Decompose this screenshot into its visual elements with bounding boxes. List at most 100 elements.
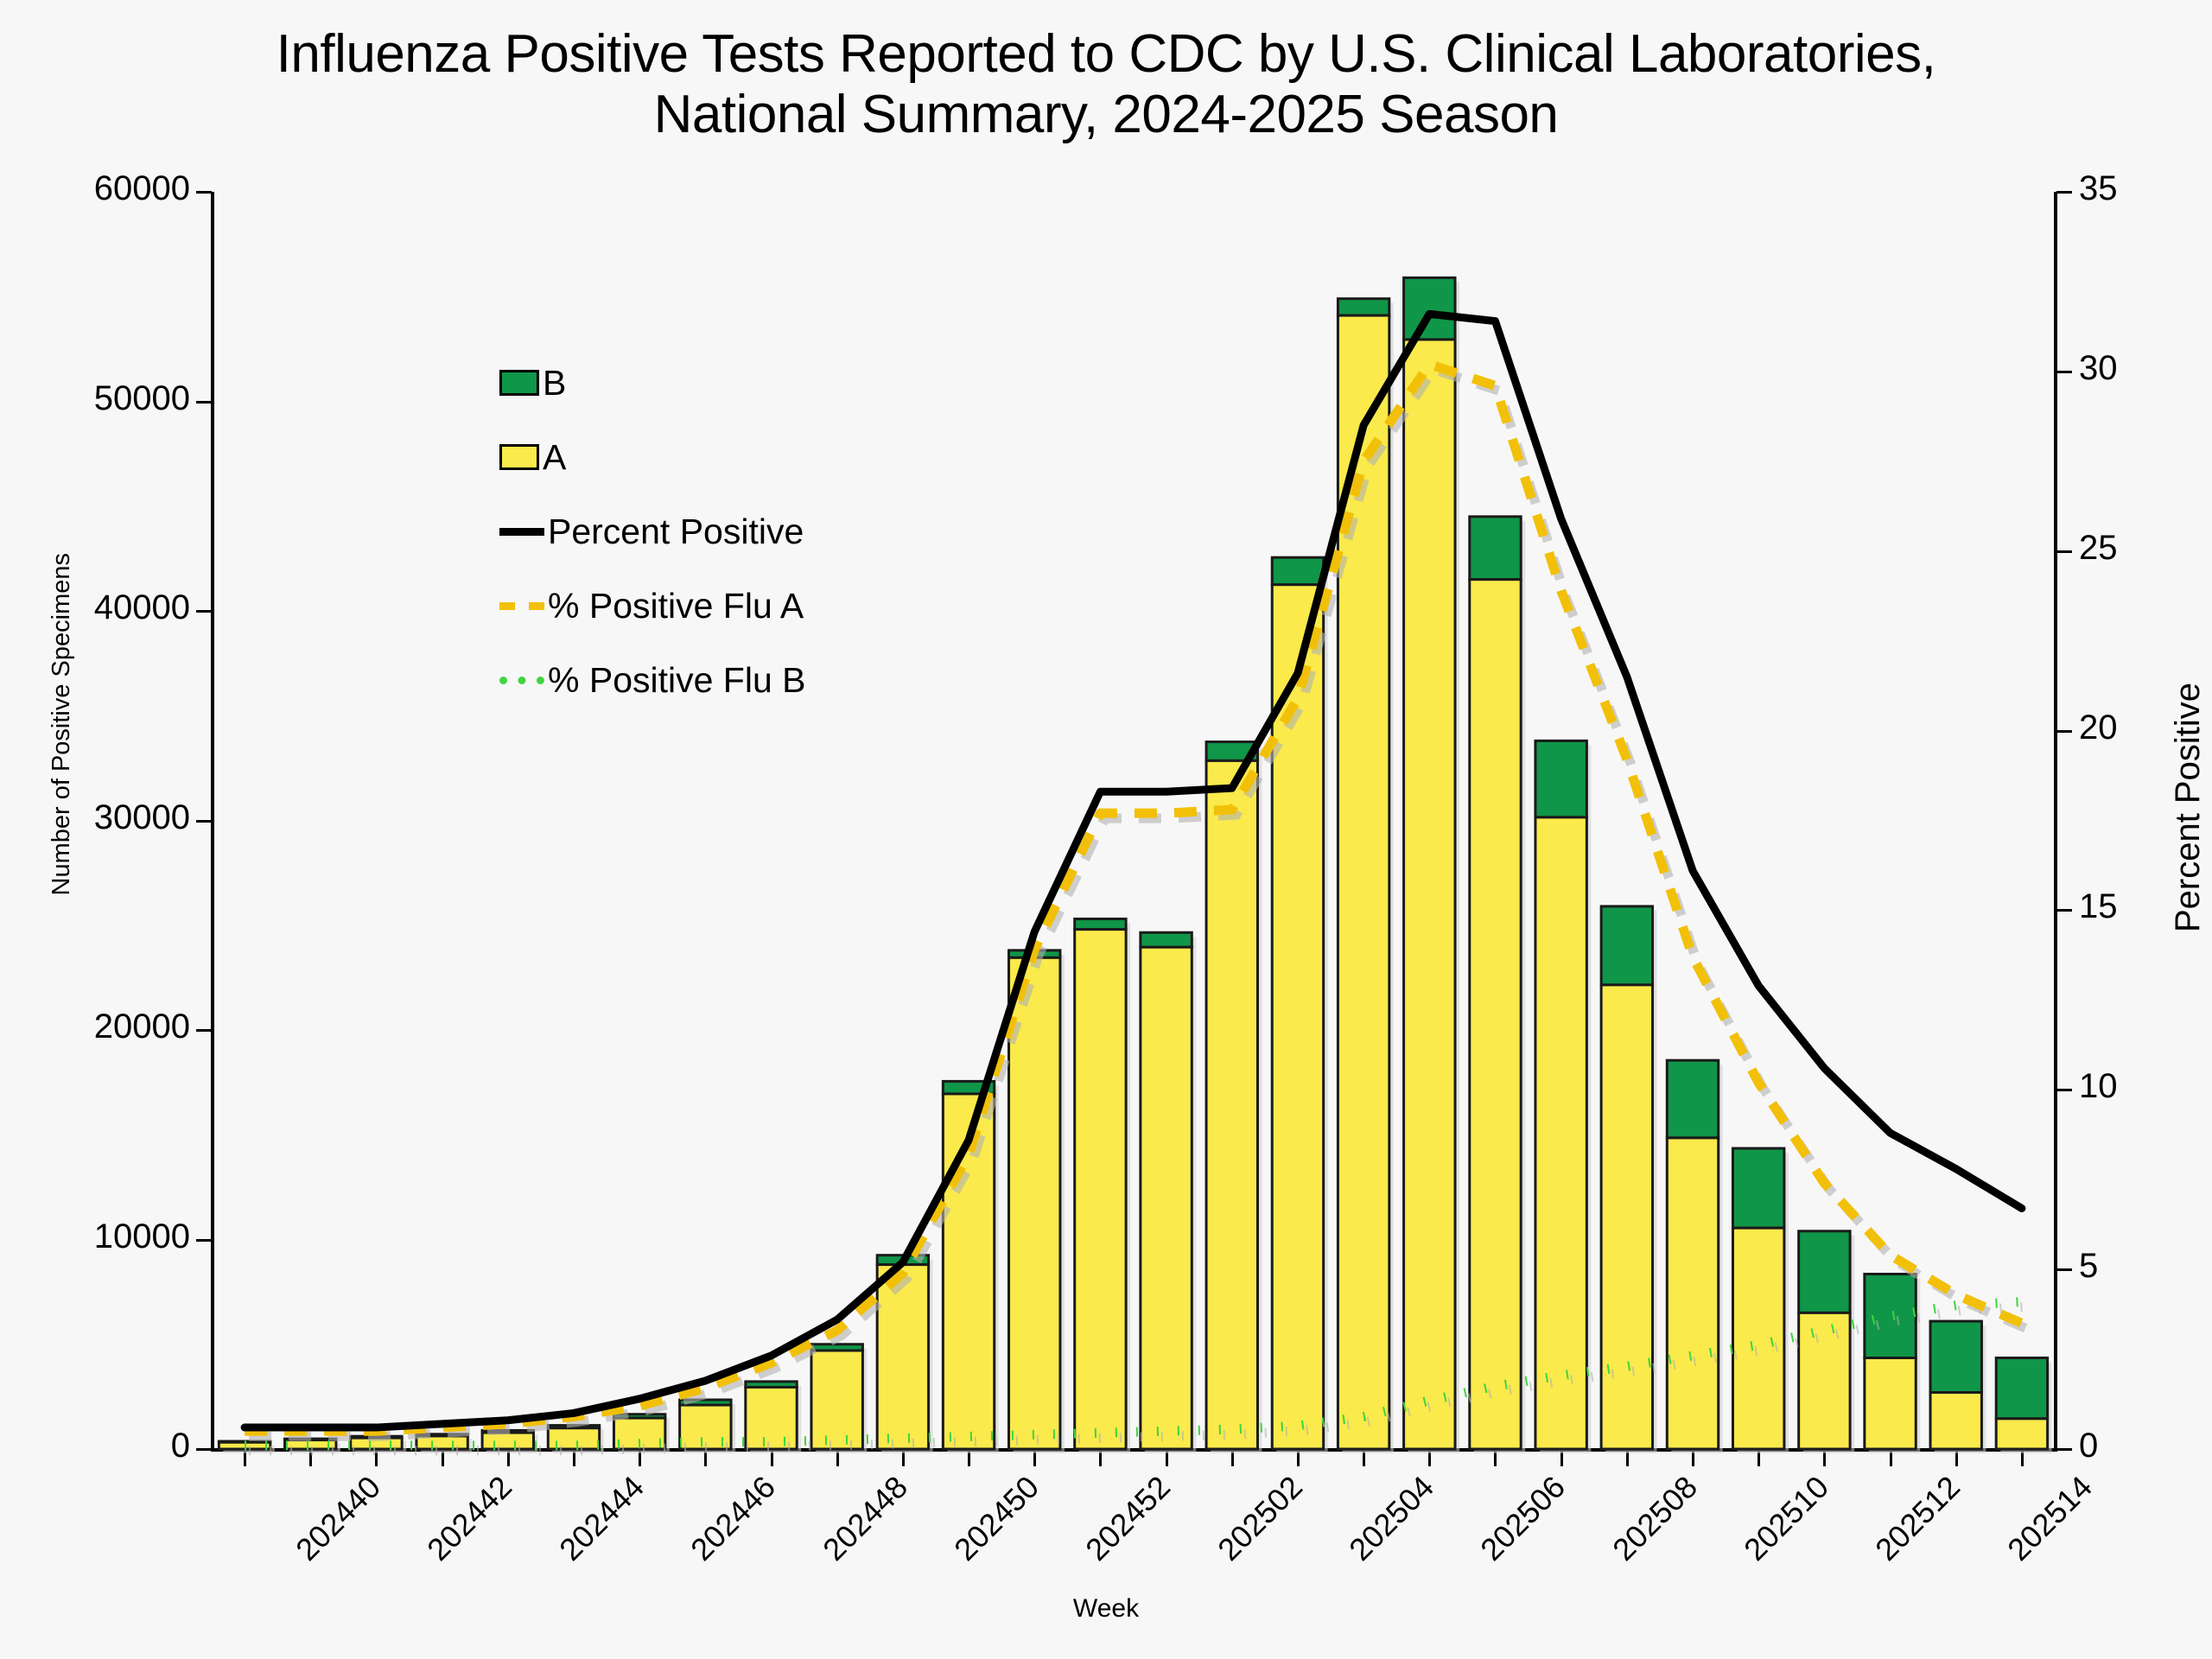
bar-segment-b[interactable] [1731, 1147, 1786, 1230]
bar-segment-b[interactable] [1073, 917, 1128, 931]
bar-segment-a[interactable] [1139, 945, 1193, 1451]
y-axis-left-tick [196, 819, 212, 823]
legend-item[interactable]: A [499, 420, 806, 494]
bar-segment-b[interactable] [1139, 931, 1193, 949]
y-axis-right-tick-label: 20 [2079, 708, 2118, 747]
y-axis-left-tick [196, 191, 212, 194]
line-percent-positive[interactable] [240, 309, 2026, 1432]
legend-item[interactable]: Percent Positive [499, 494, 806, 569]
bar-segment-a[interactable] [941, 1092, 996, 1451]
bar-segment-a[interactable] [1665, 1136, 1720, 1451]
bar-segment-a[interactable] [415, 1434, 469, 1451]
x-axis-tick-label: 202508 [1605, 1469, 1704, 1567]
bar-segment-b[interactable] [1534, 739, 1588, 819]
bar-segment-b[interactable] [1599, 905, 1655, 987]
y-axis-right-tick [2056, 1448, 2072, 1451]
page-title: Influenza Positive Tests Reported to CDC… [276, 24, 1936, 145]
bar-segment-a[interactable] [744, 1385, 798, 1451]
x-axis-tick [441, 1451, 444, 1466]
x-axis-tick [639, 1451, 642, 1466]
x-axis-tick [506, 1451, 510, 1466]
x-axis-tick-label: 202514 [1999, 1469, 2099, 1567]
bar-segment-a[interactable] [1534, 816, 1588, 1451]
bar-segment-b[interactable] [1665, 1058, 1720, 1140]
legend-item[interactable]: B [499, 346, 806, 420]
y-axis-left-tick-label: 30000 [93, 798, 190, 836]
legend-item[interactable]: % Positive Flu B [499, 643, 806, 717]
legend-item-label: A [543, 436, 567, 477]
y-axis-left-tick [196, 1029, 212, 1032]
x-axis-tick [2020, 1451, 2024, 1466]
legend-item-label: B [543, 362, 567, 403]
bar-segment-b[interactable] [1797, 1230, 1852, 1314]
x-axis-tick [1428, 1451, 1432, 1466]
x-axis-tick-label: 202450 [947, 1469, 1046, 1567]
x-axis-tick [1363, 1451, 1366, 1466]
x-axis-tick-label: 202448 [815, 1469, 914, 1567]
chart-canvas [217, 276, 2052, 1456]
x-axis-tick [1560, 1451, 1563, 1466]
legend-line-icon [499, 527, 544, 536]
bar-segment-b[interactable] [1468, 515, 1522, 582]
bar-segment-a[interactable] [1270, 583, 1325, 1451]
legend-swatch-icon [499, 370, 539, 396]
bar-segment-a[interactable] [1929, 1391, 1983, 1451]
x-axis-tick [1494, 1451, 1497, 1466]
bar-segment-b[interactable] [1994, 1357, 2050, 1421]
bar-segment-b[interactable] [1929, 1319, 1983, 1395]
x-axis-tick-label: 202444 [551, 1469, 651, 1567]
x-axis-tick-label: 202504 [1342, 1469, 1441, 1567]
bar-segment-a[interactable] [810, 1349, 864, 1451]
x-axis-tick [1165, 1451, 1168, 1466]
x-axis-tick [572, 1451, 575, 1466]
bar-segment-a[interactable] [1205, 759, 1259, 1451]
bar-segment-a[interactable] [1731, 1226, 1786, 1451]
bar-segment-a[interactable] [1599, 983, 1655, 1451]
x-axis-tick [244, 1451, 247, 1466]
legend-line-icon [499, 676, 544, 684]
x-axis-tick-label: 202512 [1868, 1469, 1967, 1567]
bar-segment-b[interactable] [1270, 556, 1325, 587]
legend-item[interactable]: % Positive Flu A [499, 569, 806, 643]
x-axis-tick-label: 202452 [1078, 1469, 1178, 1567]
bar-segment-a[interactable] [1468, 578, 1522, 1451]
x-axis-tick [1823, 1451, 1827, 1466]
x-axis-tick [1692, 1451, 1695, 1466]
x-axis-tick [968, 1451, 971, 1466]
x-axis-spine [211, 1448, 2057, 1452]
x-axis-tick-label: 202442 [420, 1469, 519, 1567]
y-axis-right-tick-label: 10 [2079, 1067, 2118, 1106]
y-axis-left-tick [196, 610, 212, 613]
x-axis-tick [1296, 1451, 1300, 1466]
bar-segment-a[interactable] [1073, 928, 1128, 1451]
bar-segment-a[interactable] [875, 1263, 931, 1451]
bar-segment-a[interactable] [1402, 338, 1457, 1451]
bar-segment-b[interactable] [1402, 276, 1457, 341]
y-axis-right-tick-label: 35 [2079, 169, 2118, 207]
x-axis-tick-label: 202510 [1737, 1469, 1836, 1567]
bar-segment-a[interactable] [546, 1427, 601, 1451]
legend-swatch-icon [499, 444, 539, 470]
y-axis-left-title: Number of Positive Specimens [48, 553, 75, 896]
x-axis-title: Week [1072, 1594, 1140, 1623]
y-axis-right-tick [2056, 370, 2072, 373]
x-axis-tick [375, 1451, 378, 1466]
y-axis-left-spine [211, 192, 214, 1451]
x-axis-tick [901, 1451, 905, 1466]
x-axis-tick [704, 1451, 708, 1466]
y-axis-right-tick-label: 30 [2079, 348, 2118, 387]
bar-segment-a[interactable] [1007, 956, 1062, 1451]
y-axis-right-tick [2056, 191, 2072, 194]
bar-segment-a[interactable] [1863, 1357, 1917, 1451]
y-axis-left-tick-label: 40000 [93, 588, 190, 626]
bar-segment-a[interactable] [1797, 1311, 1852, 1451]
bar-segment-a[interactable] [1994, 1417, 2050, 1451]
x-axis-tick [1758, 1451, 1761, 1466]
bar-segment-a[interactable] [480, 1431, 536, 1451]
x-axis-tick [1099, 1451, 1103, 1466]
bar-segment-b[interactable] [1336, 297, 1391, 317]
y-axis-right-spine [2054, 192, 2057, 1451]
y-axis-right-tick-label: 15 [2079, 887, 2118, 926]
y-axis-right-tick-label: 5 [2079, 1247, 2099, 1286]
plot-area [212, 192, 2055, 1456]
